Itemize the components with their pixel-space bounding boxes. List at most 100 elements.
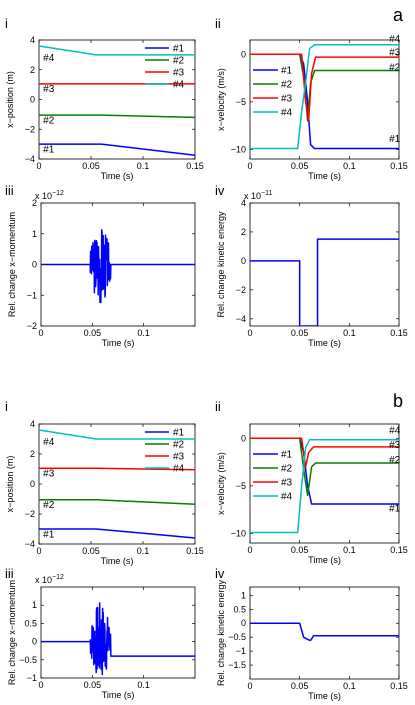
x-tick-label: 0.1	[137, 680, 150, 690]
series-annotation: #1	[389, 504, 401, 515]
series-line-#2	[39, 114, 195, 119]
y-tick-label: −4	[236, 314, 246, 324]
x-tick-label: 0	[247, 161, 252, 171]
x-tick-label: 0.05	[291, 545, 309, 555]
series-annotation: #1	[43, 144, 55, 155]
y-tick-label: −1	[236, 646, 246, 656]
series-line-#3	[250, 437, 399, 468]
x-tick-label: 0	[247, 328, 252, 338]
y-tick-label: 1	[32, 229, 37, 239]
x-tick-label: 0.1	[343, 681, 356, 691]
series-annotation: #2	[389, 455, 401, 466]
x-tick-label: 0.05	[291, 161, 309, 171]
x-tick-label: 0.1	[343, 328, 356, 338]
legend-label: #1	[281, 66, 293, 77]
y-tick-label: −1.5	[228, 660, 246, 670]
y-tick-label: 4	[30, 419, 35, 429]
y-tick-label: 0	[32, 260, 37, 270]
legend-label: #1	[173, 44, 185, 55]
legend-label: #3	[281, 478, 293, 489]
x-tick-label: 0	[247, 545, 252, 555]
y-tick-label: 0.5	[24, 618, 37, 628]
panel-label: ii	[215, 399, 221, 414]
x-axis-label: Time (s)	[101, 171, 134, 181]
y-axis-label: Rel. change x−momentum	[7, 580, 17, 685]
legend-label: #2	[173, 440, 185, 451]
x-axis-label: Time (s)	[102, 338, 135, 348]
exponent-label: x 10−12	[35, 574, 64, 585]
exponent-power: −12	[52, 190, 64, 197]
series-line-#3	[39, 467, 195, 471]
y-tick-label: 0	[241, 49, 246, 59]
y-tick-label: 4	[30, 35, 35, 45]
x-tick-label: 0.15	[186, 546, 204, 556]
panel-label: ii	[215, 16, 221, 31]
legend-label: #3	[173, 68, 185, 79]
x-tick-label: 0.1	[137, 161, 150, 171]
legend-label: #2	[173, 56, 185, 67]
panel-label: iv	[215, 566, 225, 581]
y-tick-label: 0	[241, 256, 246, 266]
series-group	[250, 437, 399, 534]
y-tick-label: −1	[27, 290, 37, 300]
panel-a-iii: iii 0 0.05 0.1 −2 −1 0 1 2 Time (s) Rel. change x−…	[5, 183, 196, 348]
series-annotation: #2	[43, 500, 55, 511]
series-annotation: #3	[43, 84, 55, 95]
series-annotation: #4	[43, 53, 55, 64]
legend-label: #4	[173, 80, 185, 91]
panel-b-iv: iv 0 0.05 0.1 0.15 −1.5 −1 −0.5 0 0.5 1 Time (s) Rel…	[215, 566, 408, 701]
series-annotation: #3	[389, 440, 401, 451]
legend-label: #3	[281, 94, 293, 105]
axes-frame	[249, 202, 400, 327]
x-tick-label: 0.15	[186, 161, 204, 171]
x-axis-label: Time (s)	[101, 556, 134, 566]
x-tick-label: 0	[36, 546, 41, 556]
legend-label: #4	[281, 108, 293, 119]
series-line-#4	[39, 429, 195, 440]
y-tick-label: 0	[241, 433, 246, 443]
x-tick-label: 0.15	[390, 545, 408, 555]
series-line-#1	[39, 528, 195, 539]
y-tick-label: 0	[30, 479, 35, 489]
x-tick-label: 0.1	[137, 328, 150, 338]
x-axis-label: Time (s)	[308, 691, 341, 701]
series-line-#2	[250, 53, 399, 122]
panel-b-i: i 0 0.05 0.1 0.15 −4 −2 0 2 4 Time (s) x−position (…	[5, 399, 204, 566]
legend-label: #1	[281, 450, 293, 461]
legend-label: #2	[281, 80, 293, 91]
legend-label: #1	[173, 428, 185, 439]
series-group	[39, 429, 195, 539]
x-tick-label: 0.05	[82, 161, 100, 171]
exponent-power: −12	[52, 574, 64, 581]
x-tick-label: 0.1	[343, 545, 356, 555]
series-line-#4	[250, 44, 399, 150]
y-axis-label: Rel. change x−momentum	[7, 212, 17, 317]
axes-frame	[249, 39, 400, 160]
y-tick-label: −2	[25, 124, 35, 134]
y-tick-label: −2	[25, 509, 35, 519]
y-tick-label: −2	[236, 285, 246, 295]
axes-frame	[38, 423, 196, 545]
x-tick-label: 0.15	[390, 681, 408, 691]
x-tick-label: 0.1	[137, 546, 150, 556]
y-tick-label: 4	[241, 198, 246, 208]
y-axis-label: x−position (m)	[5, 456, 15, 513]
x-tick-label: 0.05	[84, 328, 102, 338]
panel-label: iv	[215, 183, 225, 198]
series-group	[250, 44, 399, 150]
x-tick-label: 0.05	[84, 680, 102, 690]
series-line-#1	[250, 437, 399, 505]
series-line-0	[41, 602, 195, 676]
series-line-#4	[250, 438, 399, 534]
x-tick-label: 0	[247, 681, 252, 691]
axes-frame	[38, 39, 196, 160]
x-tick-label: 0.05	[291, 328, 309, 338]
y-tick-label: −1	[27, 673, 37, 683]
series-line-#4	[39, 45, 195, 56]
y-tick-label: −5	[236, 97, 246, 107]
series-annotation: #1	[389, 134, 401, 145]
exponent-label: x 10−12	[35, 190, 64, 201]
series-annotation: #3	[43, 469, 55, 480]
